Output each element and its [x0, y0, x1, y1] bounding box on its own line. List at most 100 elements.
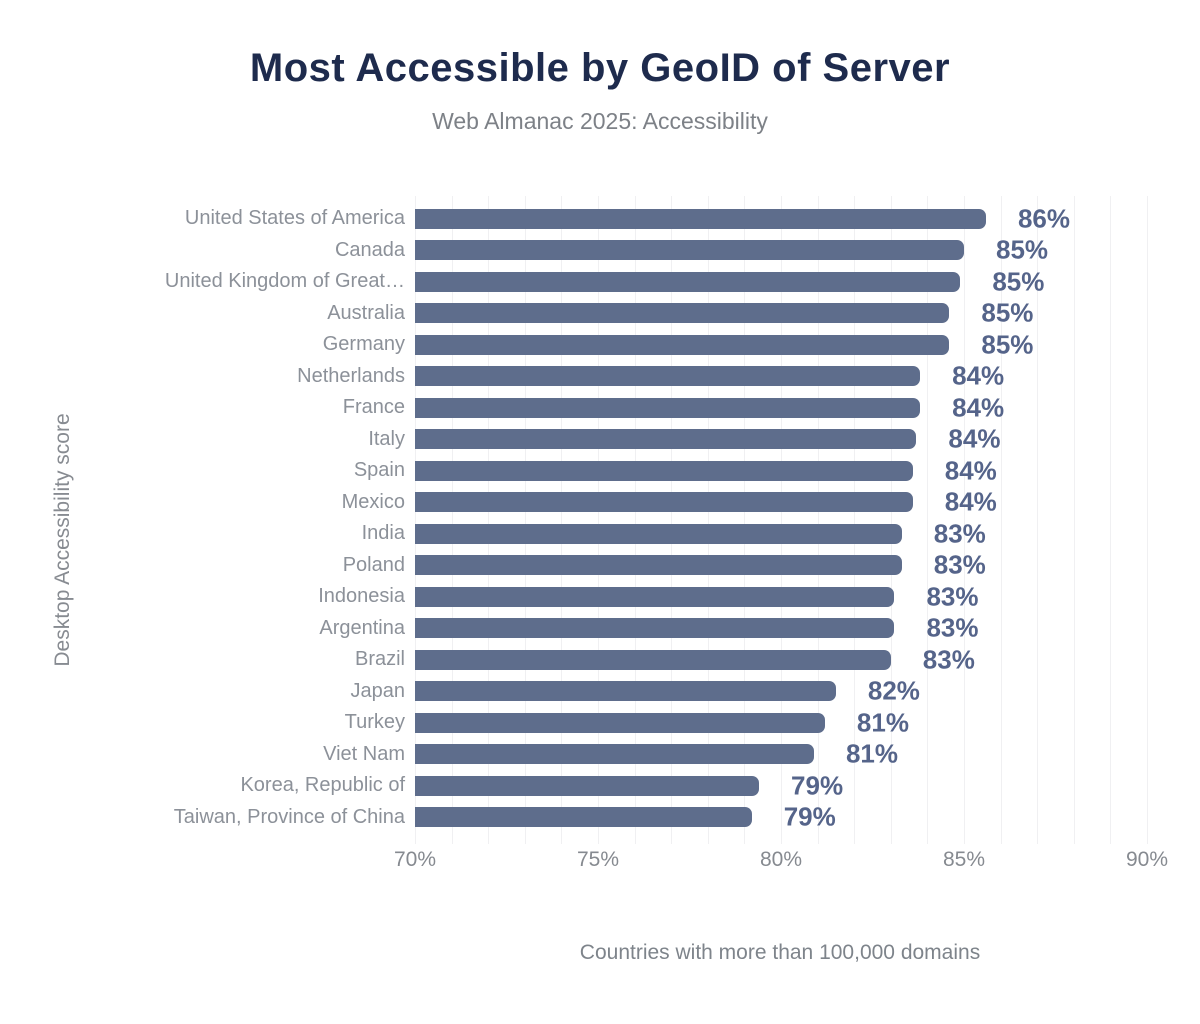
bar-track: 83%	[415, 581, 1200, 611]
country-label: Australia	[327, 301, 405, 324]
bar-row: Mexico 84%	[0, 487, 1200, 519]
bar-row: France 84%	[0, 392, 1200, 424]
x-axis-ticks: 70% 75% 80% 85% 90%	[394, 848, 1168, 878]
bar	[415, 618, 895, 639]
bar-rows: United States of America 86% Canada 85% …	[0, 203, 1200, 833]
x-tick-label: 75%	[576, 848, 620, 871]
gridline	[781, 196, 782, 844]
gridline	[415, 196, 416, 844]
bar-row: Turkey 81%	[0, 707, 1200, 739]
country-label: Korea, Republic of	[240, 774, 405, 797]
country-label: Brazil	[354, 648, 405, 671]
bar	[415, 744, 814, 765]
bar-track: 84%	[415, 487, 1200, 517]
bar	[415, 492, 913, 513]
plot-gridlines	[415, 196, 1148, 844]
value-label: 85%	[981, 329, 1034, 360]
bar-track: 79%	[415, 802, 1200, 832]
chart-subtitle: Web Almanac 2025: Accessibility	[432, 108, 768, 134]
bar-row: United States of America 86%	[0, 203, 1200, 235]
bar-track: 83%	[415, 613, 1200, 643]
bar	[415, 208, 986, 229]
country-label: Italy	[368, 427, 405, 450]
country-label: Poland	[342, 553, 405, 576]
bar-row: Australia 85%	[0, 298, 1200, 330]
bar-row: Netherlands 84%	[0, 361, 1200, 393]
value-label: 86%	[1017, 203, 1070, 234]
bar-row: Korea, Republic of 79%	[0, 770, 1200, 802]
value-label: 84%	[944, 486, 997, 517]
country-label: India	[361, 522, 405, 545]
gridline	[927, 196, 929, 844]
country-label: Japan	[350, 679, 406, 702]
bar	[415, 366, 921, 387]
value-label: 85%	[996, 234, 1049, 265]
gridline	[488, 196, 490, 844]
bar-track: 83%	[415, 644, 1200, 674]
country-label: Canada	[334, 238, 405, 261]
country-label: Indonesia	[318, 585, 405, 608]
country-label: Turkey	[344, 711, 405, 734]
value-label: 79%	[791, 770, 844, 801]
bar	[415, 523, 902, 544]
bar-row: India 83%	[0, 518, 1200, 550]
gridline	[598, 196, 599, 844]
x-tick-label: 85%	[942, 848, 986, 871]
gridline	[1110, 196, 1112, 844]
bar-row: United Kingdom of Great… 85%	[0, 266, 1200, 298]
gridline	[561, 196, 563, 844]
bar-track: 84%	[415, 361, 1200, 391]
gridline	[451, 196, 453, 844]
bar-row: Italy 84%	[0, 424, 1200, 456]
gridline	[817, 196, 819, 844]
x-axis-title: Countries with more than 100,000 domains	[579, 941, 981, 964]
country-label: United Kingdom of Great…	[164, 270, 405, 293]
bar-track: 84%	[415, 424, 1200, 454]
country-label: Spain	[353, 459, 405, 482]
gridline	[964, 196, 965, 844]
chart-title: Most Accessible by GeoID of Server	[249, 46, 951, 90]
x-tick-label: 80%	[759, 848, 803, 871]
bar-row: Viet Nam 81%	[0, 739, 1200, 771]
gridline	[1000, 196, 1002, 844]
value-label: 85%	[981, 297, 1034, 328]
value-label: 84%	[948, 423, 1001, 454]
bar	[415, 649, 891, 670]
bar-track: 84%	[415, 392, 1200, 422]
bar	[415, 712, 825, 733]
bar-row: Canada 85%	[0, 235, 1200, 267]
gridline	[890, 196, 892, 844]
country-label: Taiwan, Province of China	[173, 805, 405, 828]
bar	[415, 397, 921, 418]
country-label: United States of America	[184, 207, 405, 230]
country-label: Mexico	[341, 490, 405, 513]
value-label: 83%	[933, 518, 986, 549]
value-label: 79%	[783, 801, 836, 832]
value-label: 82%	[867, 675, 920, 706]
country-label: Netherlands	[297, 364, 405, 387]
bar	[415, 334, 950, 355]
value-label: 83%	[933, 549, 986, 580]
country-label: Viet Nam	[323, 742, 405, 765]
bar-track: 82%	[415, 676, 1200, 706]
country-label: France	[342, 396, 405, 419]
value-label: 81%	[845, 738, 898, 769]
bar	[415, 775, 760, 796]
gridline	[707, 196, 709, 844]
bar-row: Spain 84%	[0, 455, 1200, 487]
gridline	[744, 196, 746, 844]
bar	[415, 586, 895, 607]
country-label: Argentina	[319, 616, 405, 639]
bar	[415, 555, 902, 576]
bar-track: 79%	[415, 770, 1200, 800]
gridline	[1147, 196, 1148, 844]
bar	[415, 303, 950, 324]
gridline	[1073, 196, 1075, 844]
value-label: 83%	[922, 644, 975, 675]
x-tick-label: 90%	[1125, 848, 1169, 871]
gridline	[1037, 196, 1039, 844]
bar-track: 85%	[415, 266, 1200, 296]
value-label: 83%	[926, 612, 979, 643]
value-label: 81%	[856, 707, 909, 738]
